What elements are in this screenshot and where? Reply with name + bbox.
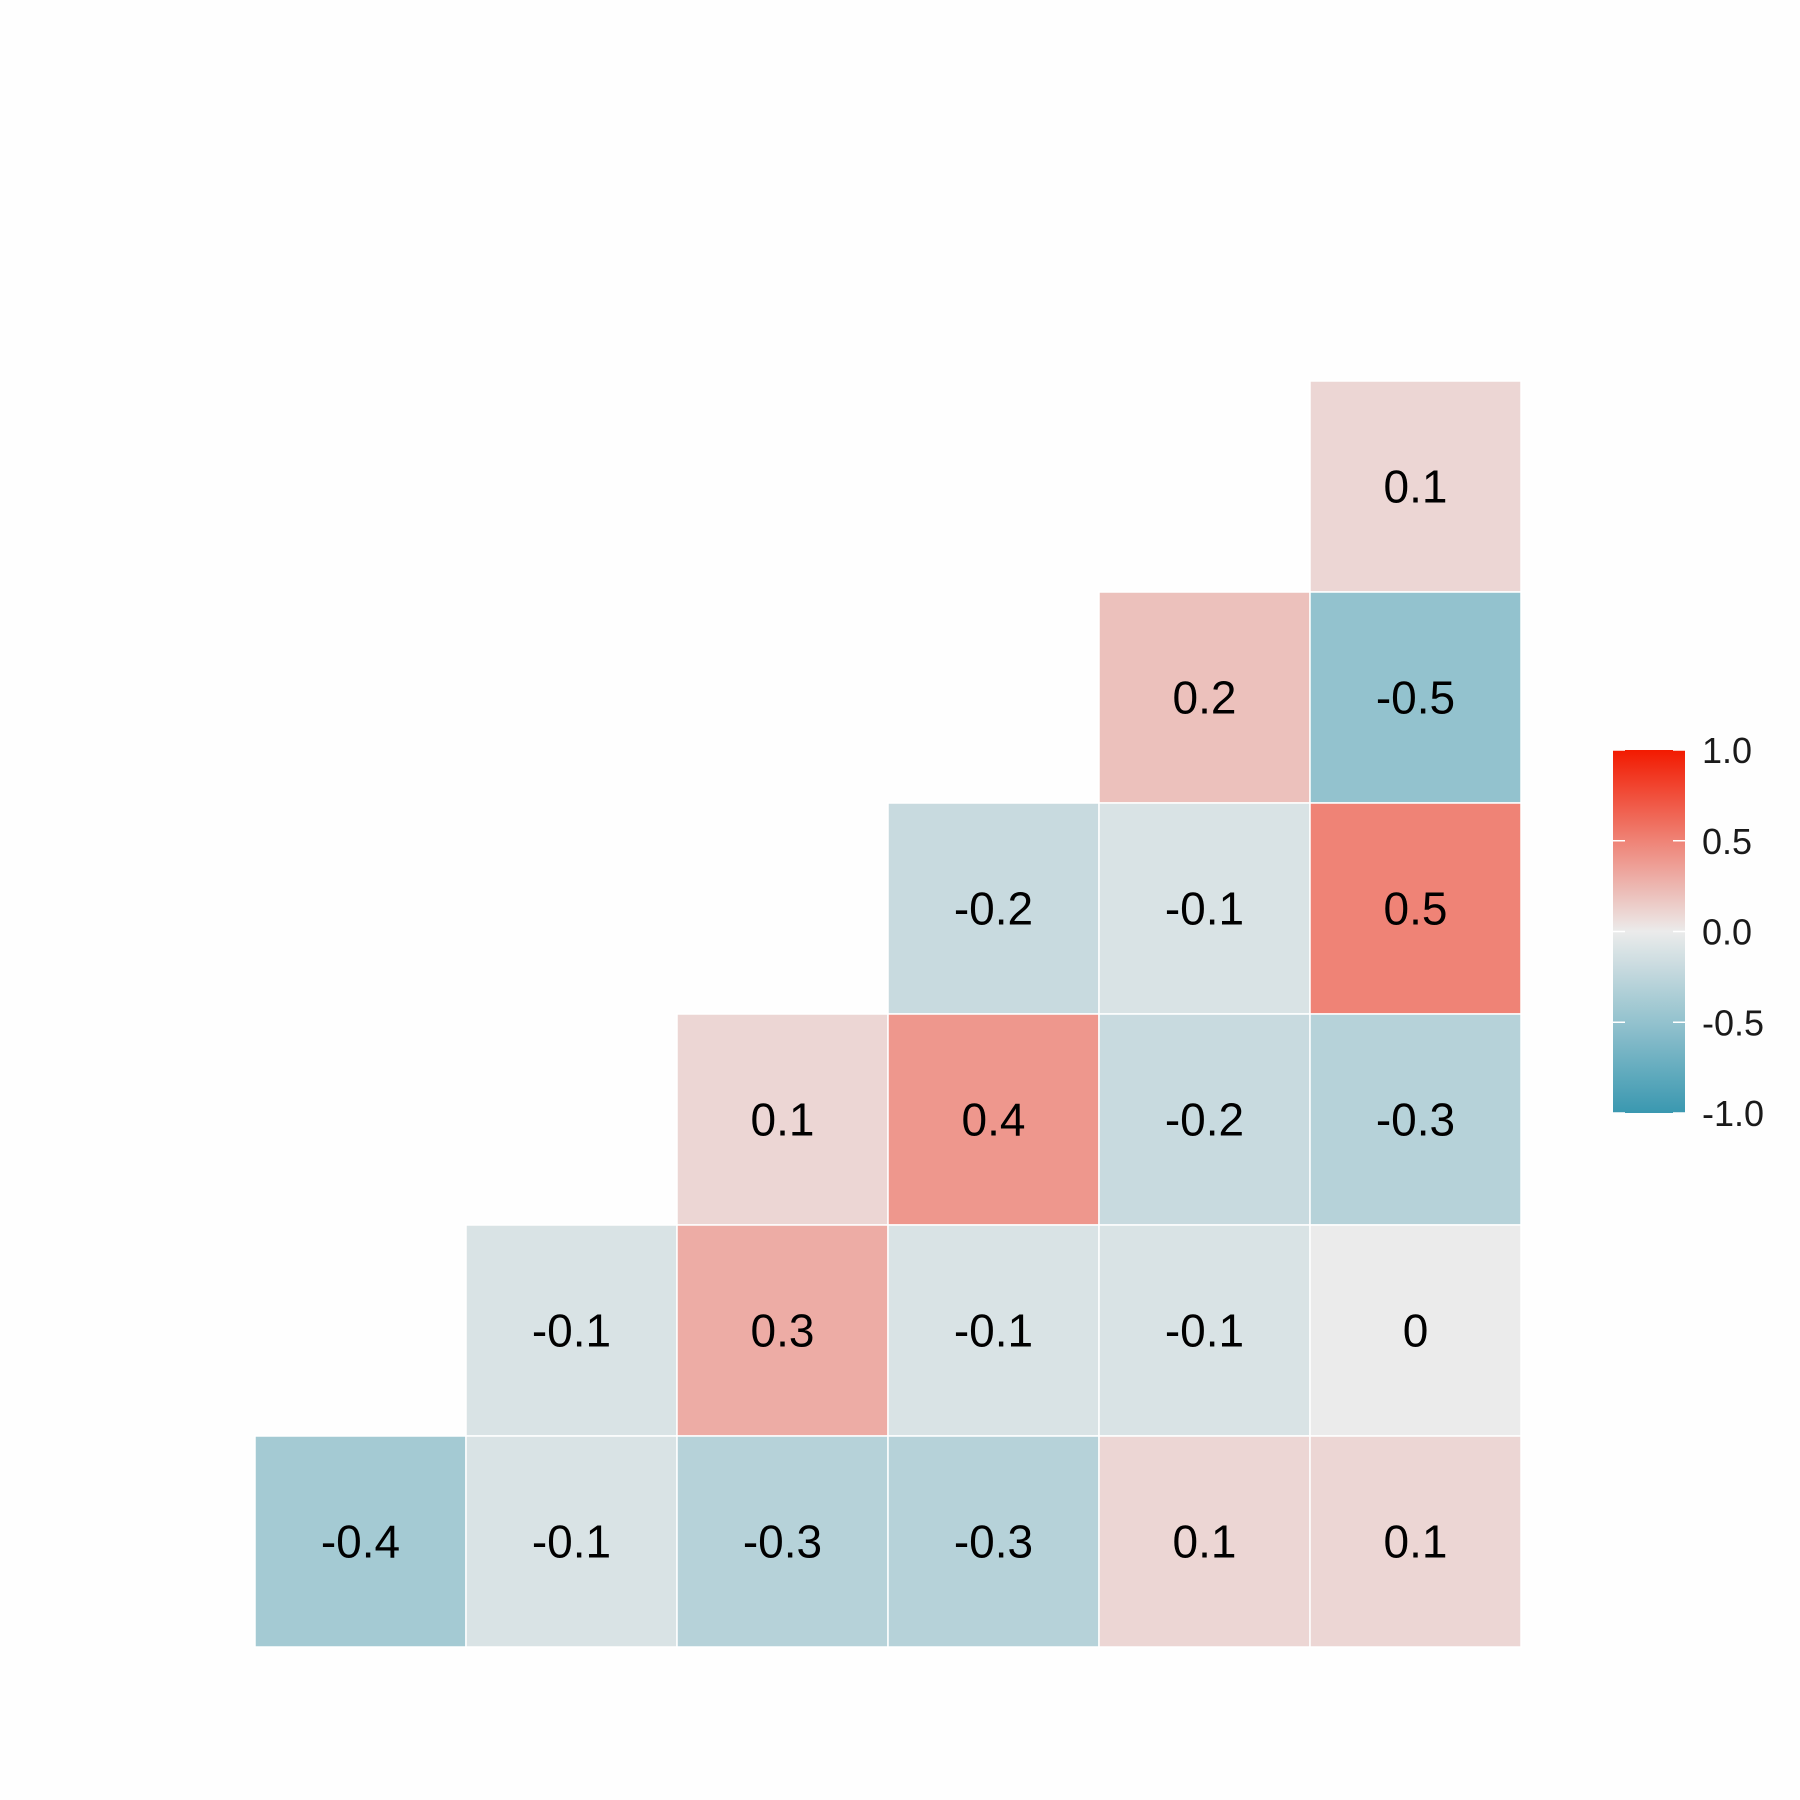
cell-value-label: -0.1: [532, 1516, 611, 1568]
heatmap-cell: [254, 1435, 467, 1648]
legend-tick-label: 0.0: [1702, 912, 1752, 953]
cell-value-label: -0.1: [954, 1305, 1033, 1357]
cell-value-label: 0.4: [962, 1094, 1026, 1146]
heatmap-cell: [1309, 380, 1522, 593]
color-legend: 1.0 0.5 0.0 -0.5 -1.0: [1613, 730, 1764, 1134]
cell-value-label: 0.1: [751, 1094, 815, 1146]
heatmap-cell: [1309, 591, 1522, 804]
heatmap-cell: [887, 1013, 1100, 1226]
legend-tick-label: -1.0: [1702, 1093, 1764, 1134]
cell-value-label: 0.1: [1384, 1516, 1448, 1568]
heatmap-cell: [887, 802, 1100, 1015]
heatmap-cell: [1309, 1224, 1522, 1437]
heatmap-cell: [1098, 591, 1311, 804]
cell-value-label: -0.1: [1165, 883, 1244, 935]
heatmap-cells: 0.1 0.2 -0.5 -0.2 -0.1 0.5 0.1 0.4 -0.2 -0.3 -0.1 0…: [254, 380, 1522, 1648]
cell-value-label: 0: [1403, 1305, 1429, 1357]
cell-value-label: 0.1: [1173, 1516, 1237, 1568]
cell-value-label: 0.5: [1384, 883, 1448, 935]
cell-value-label: -0.3: [1376, 1094, 1455, 1146]
cell-value-label: -0.5: [1376, 672, 1455, 724]
heatmap-cell: [1309, 802, 1522, 1015]
heatmap-cell: [1098, 1435, 1311, 1648]
heatmap-cell: [676, 1224, 889, 1437]
heatmap-cell: [887, 1435, 1100, 1648]
cell-value-label: -0.2: [1165, 1094, 1244, 1146]
legend-tick-label: 1.0: [1702, 730, 1752, 771]
heatmap-cell: [676, 1435, 889, 1648]
cell-value-label: -0.3: [743, 1516, 822, 1568]
heatmap-cell: [1098, 802, 1311, 1015]
heatmap-cell: [465, 1435, 678, 1648]
legend-tick-label: 0.5: [1702, 821, 1752, 862]
heatmap-cell: [1098, 1224, 1311, 1437]
cell-value-label: -0.1: [1165, 1305, 1244, 1357]
cell-value-label: -0.3: [954, 1516, 1033, 1568]
heatmap-cell: [1309, 1013, 1522, 1226]
cell-value-label: -0.2: [954, 883, 1033, 935]
cell-value-label: 0.2: [1173, 672, 1237, 724]
legend-tick-label: -0.5: [1702, 1002, 1764, 1043]
cell-value-label: 0.3: [751, 1305, 815, 1357]
heatmap-cell: [887, 1224, 1100, 1437]
heatmap-cell: [1309, 1435, 1522, 1648]
cell-value-label: -0.1: [532, 1305, 611, 1357]
cell-value-label: -0.4: [321, 1516, 400, 1568]
cell-value-label: 0.1: [1384, 461, 1448, 513]
